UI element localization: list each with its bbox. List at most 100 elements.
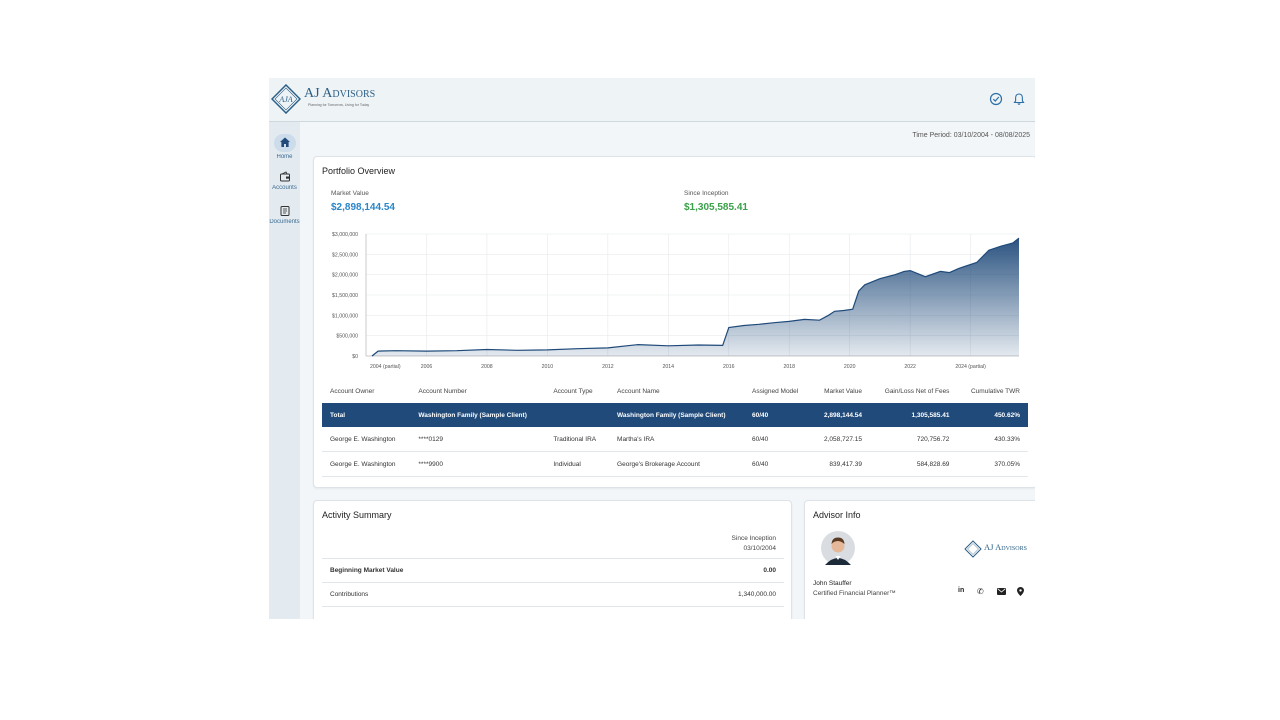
top-bar: AJA AJ Advisors Planning for Tomorrow, L… <box>269 78 1035 122</box>
accounts-table: Account Owner Account Number Account Typ… <box>322 379 1028 477</box>
chart-series-line <box>371 237 1020 357</box>
sidebar-item-label: Accounts <box>272 185 297 191</box>
column-header[interactable]: Account Name <box>617 387 660 395</box>
activity-row-beginning-market-value[interactable]: Beginning Market Value 0.00 <box>322 558 784 583</box>
linkedin-icon[interactable]: in <box>958 587 965 594</box>
advisor-avatar <box>821 531 855 565</box>
table-cell: George E. Washington <box>322 451 411 477</box>
activity-summary-card: Activity Summary Since Inception 03/10/2… <box>313 500 792 619</box>
activity-row-label: Contributions <box>330 591 369 598</box>
advisor-brand-logo-icon <box>964 540 982 558</box>
table-cell: George's Brokerage Account <box>609 451 744 477</box>
table-cell: 2,898,144.54 <box>811 403 870 427</box>
main-content: Time Period: 03/10/2004 - 08/08/2025 Por… <box>300 122 1035 619</box>
chart-x-tick-label: 2004 (partial) <box>370 364 401 370</box>
home-icon <box>273 134 296 152</box>
sidebar-item-home[interactable]: Home <box>269 134 300 160</box>
market-value: $2,898,144.54 <box>331 202 395 213</box>
chart-area <box>372 238 1019 356</box>
table-cell: Washington Family (Sample Client) <box>609 403 744 427</box>
table-cell: 370.05% <box>957 451 1028 477</box>
column-header-line: Since Inception <box>731 535 776 542</box>
table-total-row[interactable]: Total Washington Family (Sample Client) … <box>322 403 1028 427</box>
app-window: AJA AJ Advisors Planning for Tomorrow, L… <box>269 78 1035 619</box>
chart-x-tick-label: 2012 <box>602 364 614 370</box>
table-cell: 450.62% <box>957 403 1028 427</box>
table-cell: 60/40 <box>743 403 812 427</box>
advisor-name: John Stauffer <box>813 580 852 587</box>
table-cell: 430.33% <box>957 427 1028 452</box>
table-cell: Total <box>322 403 411 427</box>
table-cell: 584,828.69 <box>869 451 958 477</box>
table-cell: Traditional IRA <box>545 427 610 452</box>
logo-monogram: AJA <box>278 95 292 104</box>
column-header[interactable]: Market Value <box>824 387 862 395</box>
table-cell: ****0129 <box>410 427 546 452</box>
check-circle-icon[interactable] <box>989 92 1003 106</box>
bell-icon[interactable] <box>1012 92 1026 106</box>
table-cell: Individual <box>545 451 610 477</box>
column-header[interactable]: Account Number <box>418 387 467 395</box>
activity-row-value: 1,340,000.00 <box>738 591 776 598</box>
chart-x-tick-label: 2024 (partial) <box>955 364 986 370</box>
sidebar: Home Accounts Documents <box>269 122 300 619</box>
wallet-icon <box>279 171 290 182</box>
activity-row-contributions[interactable]: Contributions 1,340,000.00 <box>322 582 784 607</box>
portfolio-chart[interactable]: $0 $500,000 $1,000,000 $1,500,000 $2,000,000… <box>314 225 1035 375</box>
advisor-info-card: Advisor Info AJ Advisors John Stauffer C… <box>804 500 1035 619</box>
advisor-title: Advisor Info <box>813 510 861 520</box>
table-cell: 839,417.39 <box>811 451 870 477</box>
sidebar-item-label: Home <box>276 154 293 160</box>
brand-name: AJ Advisors <box>304 86 376 101</box>
column-header[interactable]: Gain/Loss Net of Fees <box>884 387 950 395</box>
chart-x-tick-label: 2008 <box>481 364 493 370</box>
table-row[interactable]: George E. Washington ****9900 Individual… <box>322 451 1028 477</box>
chart-x-tick-label: 2014 <box>663 364 675 370</box>
market-value-label: Market Value <box>331 190 369 197</box>
column-header[interactable]: Account Type <box>553 387 593 395</box>
chart-x-tick-label: 2022 <box>904 364 916 370</box>
chart-y-tick-label: $0 <box>352 354 358 360</box>
brand-tagline: Planning for Tomorrow, Living for Today <box>308 103 370 107</box>
sidebar-item-documents[interactable]: Documents <box>269 205 300 225</box>
activity-row-divider <box>322 606 784 619</box>
phone-icon[interactable]: ✆ <box>977 587 984 596</box>
chart-x-tick-label: 2020 <box>844 364 856 370</box>
sidebar-item-label: Documents <box>269 219 300 225</box>
since-inception-value: $1,305,585.41 <box>684 202 748 213</box>
advisor-brand-name: AJ Advisors <box>984 542 1027 552</box>
table-cell: 720,756.72 <box>869 427 958 452</box>
documents-icon <box>280 206 289 216</box>
chart-x-tick-label: 2016 <box>723 364 735 370</box>
chart-y-tick-label: $1,500,000 <box>332 293 358 299</box>
since-inception-label: Since Inception <box>684 190 729 197</box>
column-header[interactable]: Account Owner <box>330 387 375 395</box>
table-cell: George E. Washington <box>322 427 411 452</box>
table-cell: 60/40 <box>743 451 812 477</box>
logo-icon[interactable]: AJA <box>271 84 301 114</box>
time-period[interactable]: Time Period: 03/10/2004 - 08/08/2025 <box>912 132 1030 139</box>
location-icon[interactable] <box>1017 587 1024 596</box>
activity-row-value: 0.00 <box>763 567 776 574</box>
sidebar-item-accounts[interactable]: Accounts <box>269 171 300 191</box>
portfolio-overview-card: Portfolio Overview Market Value $2,898,1… <box>313 156 1035 488</box>
table-cell <box>545 403 610 427</box>
activity-row-label: Beginning Market Value <box>330 567 404 574</box>
chart-x-tick-label: 2018 <box>783 364 795 370</box>
activity-title: Activity Summary <box>322 510 392 520</box>
table-row[interactable]: George E. Washington ****0129 Traditiona… <box>322 427 1028 452</box>
table-cell: ****9900 <box>410 451 546 477</box>
column-header[interactable]: Cumulative TWR <box>970 387 1020 395</box>
chart-y-tick-label: $3,000,000 <box>332 232 358 238</box>
table-cell: 60/40 <box>743 427 812 452</box>
chart-y-tick-label: $1,000,000 <box>332 313 358 319</box>
chart-y-tick-label: $2,000,000 <box>332 273 358 279</box>
chart-y-tick-label: $500,000 <box>336 334 358 340</box>
column-header[interactable]: Assigned Model <box>751 387 799 395</box>
column-header-line: 03/10/2004 <box>743 545 776 552</box>
table-cell: 1,305,585.41 <box>869 403 958 427</box>
table-cell: 2,058,727.15 <box>811 427 870 452</box>
chart-x-tick-label: 2006 <box>421 364 433 370</box>
email-icon[interactable] <box>997 588 1006 595</box>
table-header-row: Account Owner Account Number Account Typ… <box>322 379 1028 403</box>
